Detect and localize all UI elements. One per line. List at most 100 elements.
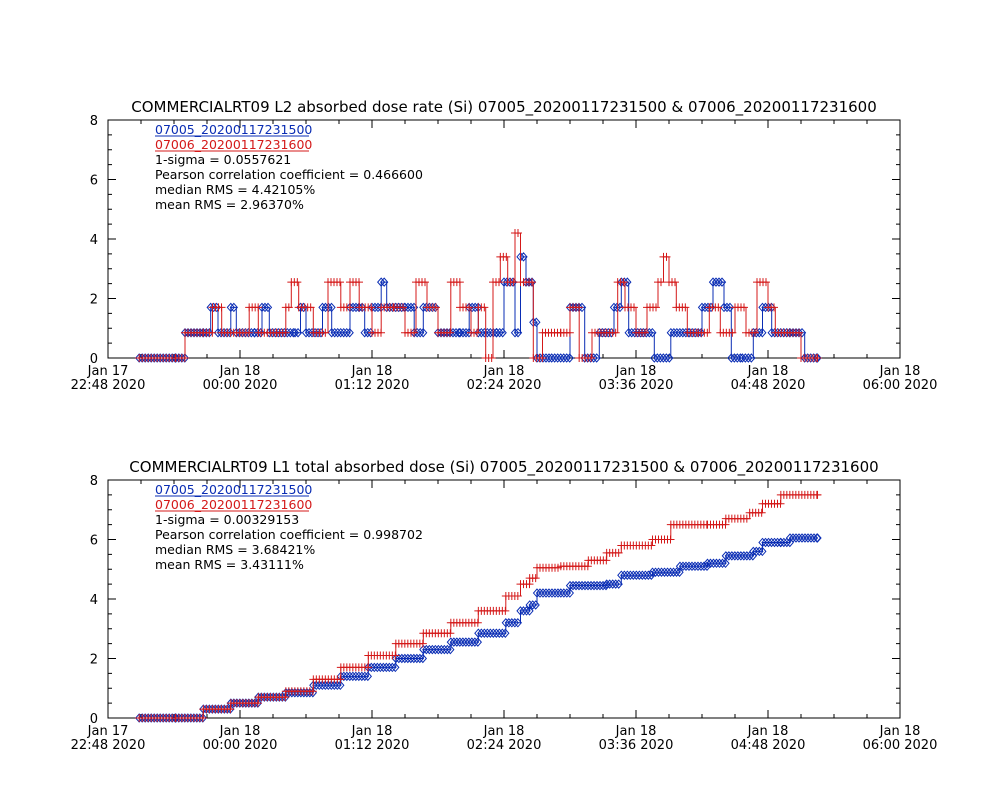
series-point xyxy=(419,327,428,338)
series-point xyxy=(446,644,455,655)
series-point xyxy=(281,693,290,702)
series-point xyxy=(727,551,736,561)
series-point xyxy=(458,327,468,338)
series-point xyxy=(351,671,360,682)
series-point xyxy=(592,353,601,363)
series-point xyxy=(180,354,189,362)
series-point xyxy=(728,328,737,337)
series-point xyxy=(550,588,560,598)
series-point xyxy=(461,637,470,647)
series-point xyxy=(703,328,712,337)
series-point xyxy=(693,561,703,572)
x-tick-label-time: 04:48 2020 xyxy=(731,378,806,393)
series-point xyxy=(761,537,770,548)
series-point xyxy=(797,533,807,543)
series-point xyxy=(474,628,483,638)
legend-entry: 07005_20200117231500 xyxy=(155,122,312,137)
series-point xyxy=(751,328,759,337)
series-point xyxy=(767,327,776,338)
series-point xyxy=(725,302,735,313)
series-point xyxy=(749,546,758,557)
series-point xyxy=(213,327,223,338)
series-point xyxy=(345,327,354,338)
series-point xyxy=(209,302,218,313)
series-point xyxy=(363,327,372,338)
series-point xyxy=(648,327,657,338)
series-point xyxy=(742,514,751,523)
x-tick-label-time: 00:00 2020 xyxy=(203,378,278,393)
chart-panel-2: COMMERCIALRT09 L1 total absorbed dose (S… xyxy=(71,458,938,753)
series-point xyxy=(277,327,286,338)
series-point xyxy=(559,353,568,363)
series-point xyxy=(380,277,389,287)
series-point xyxy=(538,353,548,363)
series-point xyxy=(758,537,767,548)
x-tick-label-time: 03:36 2020 xyxy=(599,738,674,753)
series-point xyxy=(736,551,745,561)
series-point xyxy=(310,327,320,338)
series-point xyxy=(660,567,669,577)
series-point xyxy=(345,303,354,312)
y-tick-label: 8 xyxy=(90,474,98,489)
series-point xyxy=(577,580,587,591)
series-point xyxy=(650,353,659,363)
series-point xyxy=(465,303,473,312)
series-point xyxy=(524,277,534,287)
series-point xyxy=(641,570,650,580)
series-point xyxy=(293,327,303,338)
series-point xyxy=(471,302,480,313)
stat-annotation: 1-sigma = 0.00329153 xyxy=(155,512,299,527)
series-point xyxy=(633,327,642,338)
series-point xyxy=(480,327,489,338)
series-point xyxy=(719,302,729,313)
series-point xyxy=(721,551,730,561)
series-point xyxy=(809,533,819,543)
series-point xyxy=(602,556,611,565)
series-point xyxy=(498,327,507,338)
series-point xyxy=(813,490,822,499)
x-tick-label-time: 06:00 2020 xyxy=(863,378,938,393)
series-point xyxy=(812,353,821,363)
series-point xyxy=(318,302,327,313)
series-point xyxy=(608,579,617,589)
series-point xyxy=(507,618,516,628)
stat-annotation: median RMS = 3.68421% xyxy=(155,542,315,557)
series-point xyxy=(455,327,465,338)
series-point xyxy=(360,327,369,338)
series-point xyxy=(721,558,730,569)
series-point xyxy=(510,618,519,628)
series-point xyxy=(740,303,748,312)
series-point xyxy=(635,570,644,580)
series-point xyxy=(330,327,339,338)
series-1 xyxy=(135,533,822,723)
series-point xyxy=(336,278,344,287)
x-tick-label-time: 03:36 2020 xyxy=(599,378,674,393)
series-point xyxy=(446,629,455,638)
series-point xyxy=(339,671,348,682)
series-point xyxy=(672,567,681,577)
series-point xyxy=(293,278,302,287)
series-point xyxy=(281,328,290,337)
series-point xyxy=(568,580,578,591)
series-point xyxy=(428,644,437,655)
series-point xyxy=(527,277,537,287)
series-point xyxy=(397,653,406,664)
x-tick-label-time: 22:48 2020 xyxy=(71,378,146,393)
legend-entry: 07005_20200117231500 xyxy=(155,482,312,497)
series-point xyxy=(652,303,660,312)
series-point xyxy=(406,653,415,664)
series-point xyxy=(806,533,816,543)
series-point xyxy=(357,671,366,682)
series-point xyxy=(370,662,379,673)
series-point xyxy=(422,302,431,313)
series-point xyxy=(663,567,672,577)
series-point xyxy=(589,580,599,591)
x-tick-label-date: Jan 18 xyxy=(219,364,261,379)
series-point xyxy=(559,588,568,598)
series-point xyxy=(208,328,217,337)
series-point xyxy=(565,353,574,363)
series-point xyxy=(495,628,504,638)
x-tick-label-date: Jan 18 xyxy=(615,724,657,739)
x-tick-label-date: Jan 18 xyxy=(747,724,789,739)
series-point xyxy=(675,567,684,577)
